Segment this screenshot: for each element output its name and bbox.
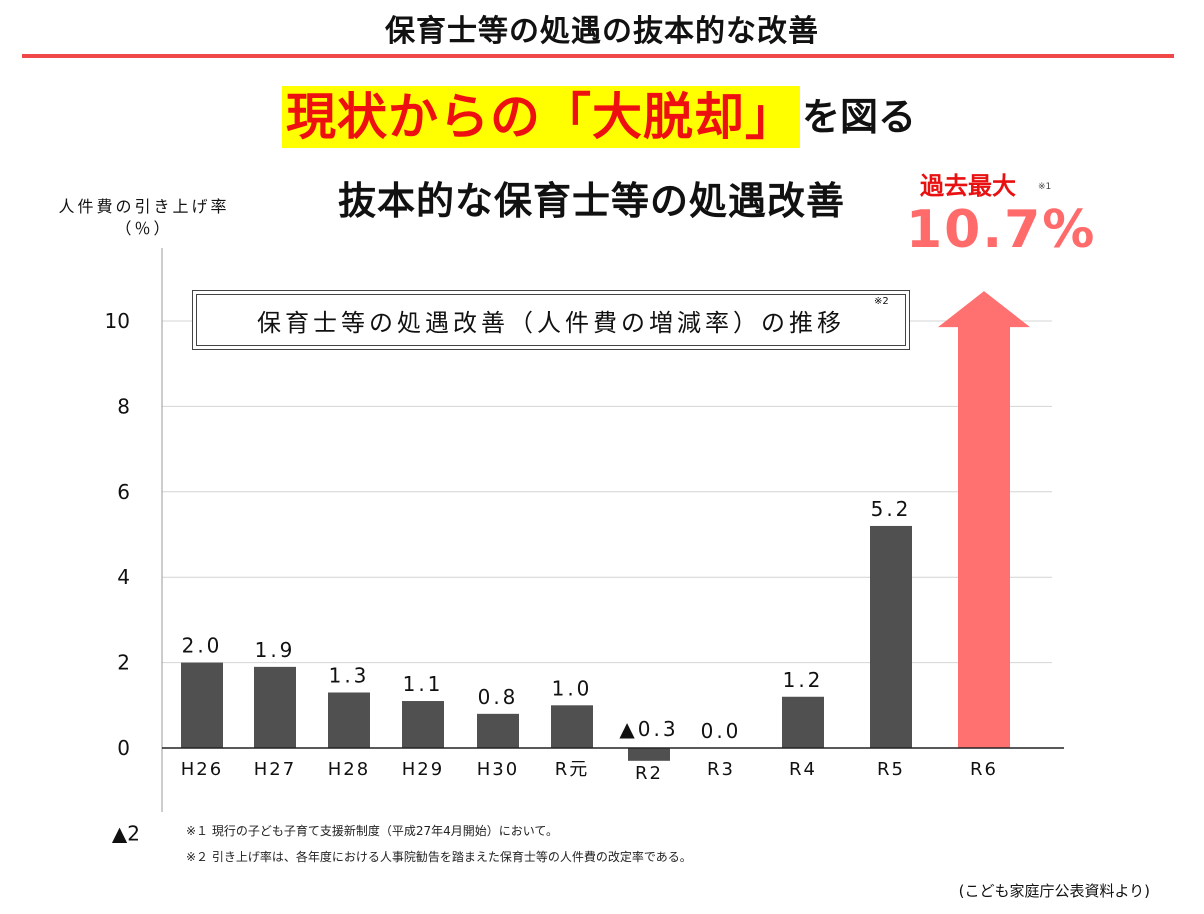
max-label: 過去最大 [920, 172, 1016, 200]
value-label-R5: 5.2 [871, 497, 912, 521]
y-tick-label: 0 [117, 736, 130, 760]
bar-R4 [782, 696, 824, 748]
y-tick-label: 8 [117, 394, 130, 418]
value-label-R元: 1.0 [552, 676, 593, 700]
category-label-R4: R4 [789, 759, 817, 780]
source-credit: (こども家庭庁公表資料より) [958, 882, 1150, 900]
y-tick-label: 6 [117, 480, 130, 504]
headline-line1: 現状からの「大脱却」 を図る [282, 86, 916, 148]
headline-line2: 抜本的な保育士等の処遇改善 [338, 179, 846, 223]
value-label-R2: ▲0.3 [619, 717, 678, 741]
y-axis-label: 人件費の引き上げ率 （％） [44, 196, 244, 240]
value-label-H26: 2.0 [182, 634, 223, 658]
bar-arrow-R6 [938, 291, 1030, 748]
max-value: 10.7% [906, 200, 1097, 260]
category-label-R2: R2 [635, 763, 663, 784]
category-label-R5: R5 [877, 759, 905, 780]
value-label-R3: 0.0 [701, 719, 742, 743]
category-label-R6: R6 [970, 759, 998, 780]
value-label-H29: 1.1 [403, 672, 444, 696]
category-label-H28: H28 [328, 759, 370, 780]
category-label-H27: H27 [254, 759, 296, 780]
value-label-H27: 1.9 [255, 638, 296, 662]
y-tick-label: 10 [105, 309, 130, 333]
category-label-H29: H29 [402, 759, 444, 780]
chart-title: 保育士等の処遇改善（人件費の増減率）の推移 [257, 308, 845, 337]
bar-R5 [870, 525, 912, 748]
chart-title-note-mark: ※2 [874, 296, 889, 307]
headline-emphasis: 現状からの「大脱却」 [282, 86, 800, 148]
footnote-2: ※２ 引き上げ率は、各年度における人事院勧告を踏まえた保育士等の人件費の改定率で… [186, 850, 692, 864]
headline-rest: を図る [802, 95, 917, 139]
y-tick-label: 2 [117, 651, 130, 675]
y-axis-label-line1: 人件費の引き上げ率 [58, 197, 230, 216]
y-tick-label: ▲2 [112, 821, 140, 845]
bar-H29 [402, 701, 444, 748]
title-underline [22, 54, 1174, 58]
page-title: 保育士等の処遇の抜本的な改善 [385, 14, 819, 49]
category-label-H30: H30 [477, 759, 519, 780]
value-label-H30: 0.8 [478, 685, 519, 709]
bar-H26 [181, 662, 223, 748]
bar-H28 [328, 692, 370, 748]
max-note-mark: ※1 [1038, 182, 1052, 192]
category-label-H26: H26 [181, 759, 223, 780]
y-tick-label: 4 [117, 565, 130, 589]
category-label-R元: R元 [555, 759, 590, 780]
value-label-H28: 1.3 [329, 663, 370, 687]
value-label-R4: 1.2 [783, 668, 824, 692]
bar-R元 [551, 705, 593, 748]
footnote-1: ※１ 現行の子ども子育て支援新制度（平成27年4月開始）において。 [186, 824, 559, 838]
bar-H30 [477, 713, 519, 748]
bar-R2 [628, 748, 670, 761]
bar-H27 [254, 666, 296, 748]
category-label-R3: R3 [707, 759, 735, 780]
chart-title-box: 保育士等の処遇改善（人件費の増減率）の推移 [192, 290, 910, 350]
y-axis-label-line2: （％） [115, 219, 173, 238]
